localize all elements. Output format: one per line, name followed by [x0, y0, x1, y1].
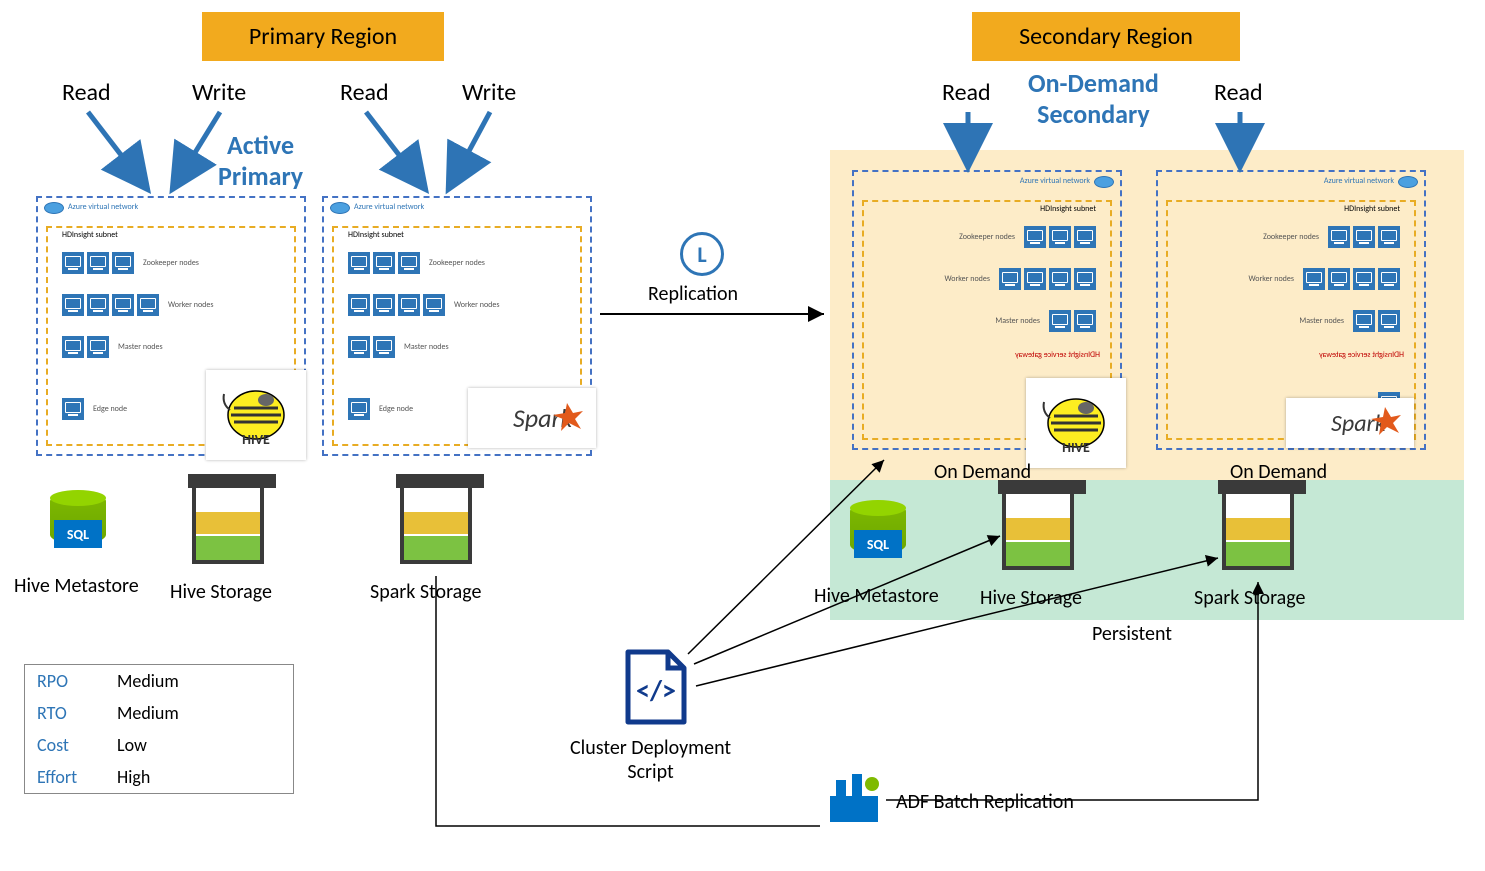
io-write-1: Write — [192, 78, 246, 107]
svg-text:HIVE: HIVE — [242, 431, 270, 448]
cloud-icon — [1094, 176, 1114, 188]
edge-row: Edge node — [58, 394, 168, 424]
hive-storage-icon-primary — [192, 484, 264, 574]
zookeeper-row: Zookeeper nodes — [344, 248, 574, 278]
subnet-label: HDInsight subnet — [1040, 204, 1096, 214]
worker-row: Worker nodes — [870, 264, 1100, 294]
zookeeper-row: Zookeeper nodes — [58, 248, 288, 278]
worker-row: Worker nodes — [344, 290, 574, 320]
table-row: RPOMedium — [25, 665, 293, 697]
vnet-label: Azure virtual network — [1020, 176, 1090, 186]
master-row: Master nodes — [58, 332, 288, 362]
vnet-label: Azure virtual network — [354, 202, 424, 212]
vnet-label: Azure virtual network — [1324, 176, 1394, 186]
io-read-2: Read — [340, 78, 389, 107]
hive-storage-icon-secondary — [1002, 490, 1074, 580]
hive-storage-label-primary: Hive Storage — [170, 580, 272, 604]
adf-label: ADF Batch Replication — [896, 790, 1074, 814]
on-demand-label-1: On Demand — [934, 460, 1031, 484]
io-read-4: Read — [1214, 78, 1263, 107]
table-row: CostLow — [25, 729, 293, 761]
table-row: EffortHigh — [25, 761, 293, 793]
svg-text:Spark: Spark — [1331, 409, 1387, 438]
spark-storage-label-secondary: Spark Storage — [1194, 586, 1305, 610]
hive-storage-label-secondary: Hive Storage — [980, 586, 1082, 610]
svg-text:HIVE: HIVE — [1062, 439, 1090, 456]
vnet-label: Azure virtual network — [68, 202, 138, 212]
subnet-label: HDInsight subnet — [62, 230, 118, 240]
cloud-icon — [330, 202, 350, 214]
hive-metastore-label-secondary: Hive Metastore — [814, 584, 939, 608]
gateway-label: HDInsight service gateway — [870, 350, 1100, 360]
io-read-3: Read — [942, 78, 991, 107]
sql-icon-primary: SQL — [50, 492, 106, 562]
clock-icon: L — [680, 232, 724, 276]
gateway-label: HDInsight service gateway — [1174, 350, 1404, 360]
cloud-icon — [44, 202, 64, 214]
primary-region-title: Primary Region — [202, 12, 444, 61]
table-row: RTOMedium — [25, 697, 293, 729]
zookeeper-row: Zookeeper nodes — [1174, 222, 1404, 252]
subnet-label: HDInsight subnet — [1344, 204, 1400, 214]
cloud-icon — [1398, 176, 1418, 188]
cluster-deployment-label: Cluster Deployment Script — [570, 736, 731, 784]
master-row: Master nodes — [1174, 306, 1404, 336]
persistent-label: Persistent — [1092, 622, 1172, 646]
worker-row: Worker nodes — [1174, 264, 1404, 294]
hive-logo-secondary: HIVE — [1026, 378, 1126, 468]
sql-icon-secondary: SQL — [850, 502, 906, 572]
replication-label: Replication — [648, 282, 738, 306]
io-read-1: Read — [62, 78, 111, 107]
worker-row: Worker nodes — [58, 290, 288, 320]
metrics-table: RPOMedium RTOMedium CostLow EffortHigh — [24, 664, 294, 794]
zookeeper-row: Zookeeper nodes — [870, 222, 1100, 252]
edge-row: Edge node — [344, 394, 454, 424]
spark-storage-icon-primary — [400, 484, 472, 574]
spark-logo-secondary: Spark — [1286, 398, 1414, 448]
on-demand-label-2: On Demand — [1230, 460, 1327, 484]
active-primary-label: Active Primary — [218, 130, 303, 192]
adf-icon — [826, 772, 882, 824]
subnet-label: HDInsight subnet — [348, 230, 404, 240]
spark-storage-icon-secondary — [1222, 490, 1294, 580]
svg-text:</>: </> — [636, 673, 676, 708]
script-icon: </> — [622, 648, 690, 726]
spark-storage-label-primary: Spark Storage — [370, 580, 481, 604]
hive-metastore-label-primary: Hive Metastore — [14, 574, 139, 598]
spark-logo-primary: Spark — [468, 388, 596, 448]
secondary-region-title: Secondary Region — [972, 12, 1240, 61]
master-row: Master nodes — [870, 306, 1100, 336]
ondemand-secondary-label: On-Demand Secondary — [1028, 68, 1159, 130]
io-write-2: Write — [462, 78, 516, 107]
hive-logo-primary: HIVE — [206, 370, 306, 460]
master-row: Master nodes — [344, 332, 574, 362]
